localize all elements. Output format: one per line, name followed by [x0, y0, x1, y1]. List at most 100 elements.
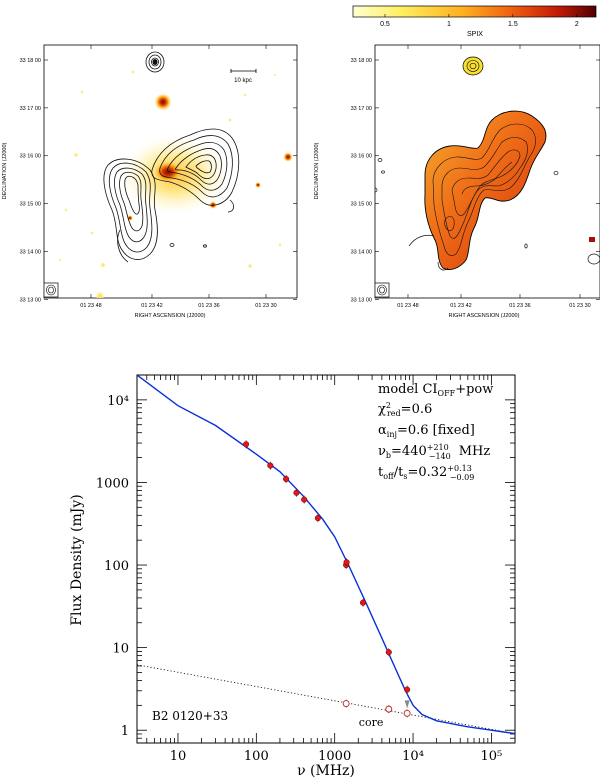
colorbar-tick-label: 1	[447, 21, 451, 28]
core-flux-point	[403, 709, 411, 717]
left-map-ylabel: DECLINATION (J2000)	[2, 142, 8, 199]
x-tick-label: 100	[244, 749, 269, 764]
chart-title: B2 0120+33	[152, 709, 228, 723]
dec-tick-label: 33 17 00	[20, 106, 41, 112]
x-tick-label: 10⁴	[402, 749, 424, 764]
ra-tick-label: 01 23 42	[450, 303, 471, 309]
dec-tick-label: 33 13 00	[351, 297, 372, 303]
host-galaxy-core	[152, 160, 184, 184]
ra-tick-label: 01 23 30	[569, 303, 590, 309]
x-tick-label: 10	[170, 749, 187, 764]
total-flux-point	[404, 686, 411, 693]
total-flux-point	[385, 649, 392, 656]
annotation-chi2: χ2 red=0.6	[378, 401, 432, 418]
beam-ellipse	[379, 286, 385, 294]
plot-frame	[136, 374, 516, 744]
star-source	[64, 208, 68, 212]
dec-tick-label: 33 14 00	[351, 249, 372, 255]
x-tick-label: 10⁵	[481, 749, 503, 764]
total-flux-point	[283, 475, 290, 483]
y-tick-label: 10	[112, 642, 129, 657]
spix-small-patch	[589, 237, 595, 242]
spix-compact-source	[462, 56, 484, 76]
annotation-toff: toff/ts=0.32+0.13 −0.09	[378, 464, 474, 482]
colorbar-label: SPIX	[467, 31, 483, 38]
beam-ellipse	[377, 284, 387, 296]
dec-tick-label: 33 16 00	[351, 154, 372, 160]
y-tick-label: 10⁴	[107, 394, 129, 409]
spix-contours	[432, 123, 536, 256]
ra-tick-label: 01 23 30	[255, 303, 276, 309]
spix-compact-contour	[466, 60, 480, 72]
y-tick-label: 100	[104, 559, 129, 574]
star-source	[228, 118, 232, 122]
star-source	[58, 258, 62, 262]
total-flux-point	[343, 559, 350, 566]
colorbar-tick-label: 1.5	[508, 21, 518, 28]
total-flux-point	[314, 515, 321, 522]
star-source	[95, 291, 105, 298]
colorbar-gradient	[352, 5, 597, 18]
star-source	[80, 90, 84, 94]
star-source	[73, 152, 79, 158]
axis-ticks	[136, 374, 516, 744]
total-flux-point	[267, 462, 274, 469]
radio-contours	[103, 51, 240, 263]
star-source	[90, 231, 94, 235]
ra-tick-label: 01 23 48	[397, 303, 418, 309]
beam-ellipse	[46, 284, 56, 296]
right-map-ylabel: DECLINATION (J2000)	[314, 142, 320, 199]
tick-labels: 10 100 1000 10⁴ 10⁵ 1 10 100 1000 10⁴	[96, 394, 502, 764]
y-axis-label: Flux Density (mJy)	[69, 494, 85, 625]
total-flux-point	[293, 489, 300, 496]
dec-tick-label: 33 16 00	[20, 154, 41, 160]
core-flux-point	[342, 700, 350, 708]
colorbar-tick-label: 2	[575, 21, 579, 28]
total-flux-point	[301, 496, 308, 503]
dec-tick-label: 33 14 00	[20, 249, 41, 255]
bright-radio-source	[152, 59, 158, 65]
star-source	[243, 93, 247, 97]
beam-ellipse	[48, 286, 54, 294]
spix-colorbar: 0.5 1 1.5 2 SPIX	[352, 5, 597, 38]
dec-tick-label: 33 15 00	[20, 202, 41, 208]
upper-limit-arrow	[404, 700, 410, 709]
annotation-alpha: αinj=0.6 [fixed]	[378, 423, 475, 439]
star-source	[100, 262, 106, 268]
dec-tick-label: 33 18 00	[20, 58, 41, 64]
x-axis-label: ν (MHz)	[297, 763, 355, 779]
colorbar-tick-label: 0.5	[380, 21, 390, 28]
total-flux-point	[243, 441, 250, 448]
star-source	[131, 70, 135, 74]
spix-compact-contour	[469, 62, 477, 70]
y-tick-label: 1	[121, 724, 129, 739]
ra-tick-label: 01 23 48	[80, 303, 101, 309]
ra-tick-label: 01 23 42	[141, 303, 162, 309]
left-radio-optical-map: 10 kpc 33 18 00 33 17 00 33 16 00 33 15 00 3…	[2, 44, 298, 319]
ra-tick-label: 01 23 36	[509, 303, 530, 309]
spectrum-plot: 10 100 1000 10⁴ 10⁵ 1 10 100 1000 10⁴ model CIOFF…	[69, 374, 516, 779]
spix-region	[424, 110, 547, 271]
annotation-model: model CIOFF+pow	[378, 382, 493, 398]
star-source	[154, 93, 172, 111]
core-flux-point	[385, 705, 393, 713]
left-map-xlabel: RIGHT ASCENSION (J2000)	[135, 313, 206, 319]
right-spectral-index-map: 33 18 00 33 17 00 33 16 00 33 15 00 33 14 00…	[314, 44, 600, 319]
y-tick-label: 1000	[96, 476, 129, 491]
dec-tick-label: 33 18 00	[351, 58, 372, 64]
data-points	[243, 440, 411, 718]
ra-tick-label: 01 23 36	[198, 303, 219, 309]
annotation-nub: νb=440+210 −140 MHz	[378, 443, 490, 461]
right-map-xlabel: RIGHT ASCENSION (J2000)	[449, 313, 520, 319]
total-flux-point	[359, 599, 367, 606]
scale-bar-label: 10 kpc	[234, 78, 252, 84]
x-tick-label: 1000	[318, 749, 351, 764]
star-source	[273, 73, 277, 77]
fit-annotation: model CIOFF+pow χ2 red=0.6 αinj=0.6 [fixe…	[378, 382, 493, 482]
star-source	[247, 263, 253, 269]
dec-tick-label: 33 15 00	[351, 202, 372, 208]
core-label: core	[359, 716, 384, 729]
star-source	[255, 182, 261, 188]
star-source	[278, 243, 282, 247]
